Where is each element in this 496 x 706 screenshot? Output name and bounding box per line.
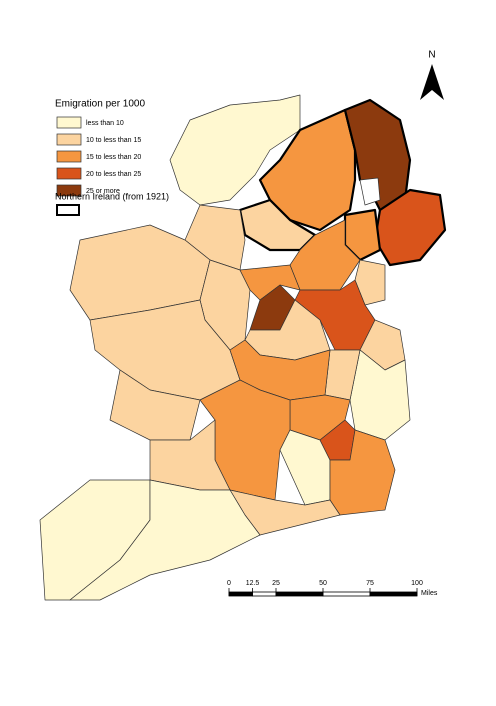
scale-segment: [275, 591, 324, 597]
legend-label: 25 or more: [86, 188, 120, 195]
scale-label: 25: [272, 580, 280, 587]
legend-swatch: [56, 184, 82, 197]
scale-segment: [228, 591, 253, 597]
legend-label: 15 to less than 20: [86, 154, 141, 161]
north-label: N: [428, 50, 435, 61]
scale-segment: [322, 591, 371, 597]
scale-label: 50: [319, 580, 327, 587]
scale-label: 100: [411, 580, 423, 587]
north-arrow: N: [420, 50, 444, 100]
legend-label: 20 to less than 25: [86, 171, 141, 178]
legend-label: less than 10: [86, 120, 124, 127]
county-map: [39, 94, 447, 601]
boundary-swatch: [56, 204, 80, 216]
county: [169, 94, 301, 206]
legend-title: Emigration per 1000: [55, 99, 145, 110]
legend-label: 10 to less than 15: [86, 137, 141, 144]
county: [354, 259, 386, 306]
legend-swatch: [56, 133, 82, 146]
north-arrow-icon: [420, 64, 444, 100]
scale-unit: Miles: [421, 590, 438, 597]
legend: Emigration per 1000 less than 10 10 to le…: [55, 99, 169, 216]
scale-bar: 0 12.5 25 50 75 100 Miles: [227, 580, 438, 597]
county: [69, 479, 261, 601]
legend-swatch: [56, 116, 82, 129]
legend-swatch: [56, 150, 82, 163]
scale-label: 75: [366, 580, 374, 587]
county: [349, 349, 411, 441]
legend-swatch: [56, 167, 82, 180]
boundary-label: Northern Ireland (from 1921): [55, 191, 169, 201]
scale-label: 0: [227, 580, 231, 587]
lough-neagh: [359, 177, 381, 206]
scale-segment: [369, 591, 418, 597]
scale-segment: [252, 591, 277, 597]
scale-label: 12.5: [246, 580, 260, 587]
